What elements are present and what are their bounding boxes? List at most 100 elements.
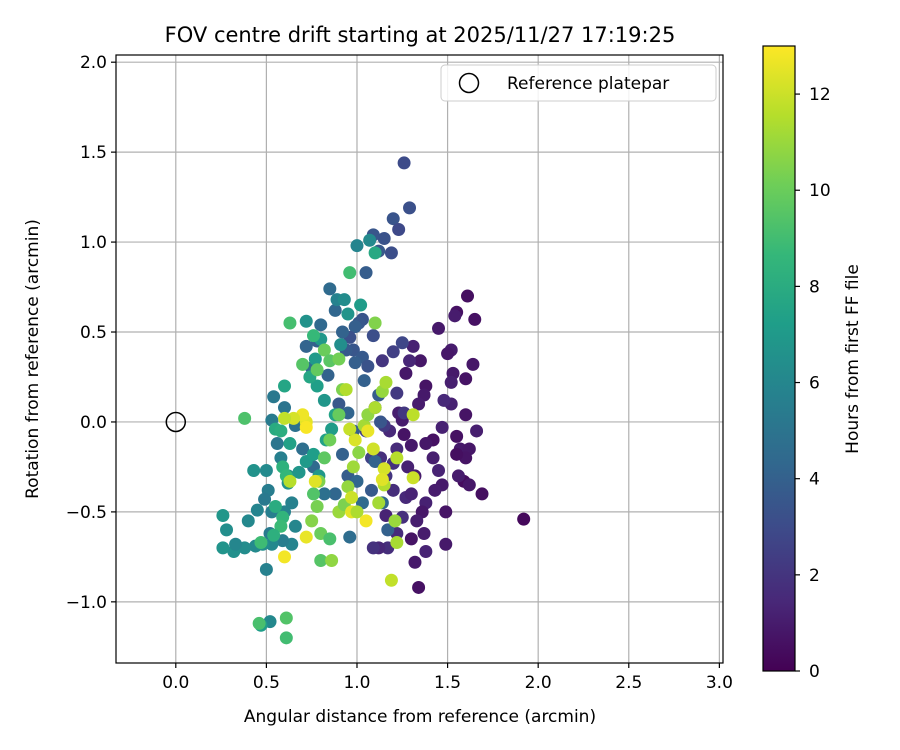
data-point (332, 408, 346, 422)
colorbar-tick-label: 10 (809, 181, 831, 201)
data-point (310, 500, 324, 514)
data-point (368, 316, 382, 330)
data-point (350, 239, 364, 253)
data-point (274, 519, 288, 533)
data-point (278, 411, 292, 425)
data-point (450, 447, 464, 461)
data-point (343, 266, 357, 280)
data-point (317, 343, 331, 357)
data-point (462, 478, 476, 492)
data-point (399, 366, 413, 380)
y-tick-label: −1.0 (66, 593, 107, 613)
data-point (377, 231, 391, 245)
colorbar-tick-label: 6 (809, 374, 820, 394)
y-axis: −1.0 −0.5 0.0 0.5 1.0 1.5 2.0 (66, 53, 116, 613)
data-point (386, 212, 400, 226)
colorbar: 0 2 4 6 8 10 12 Hours from first FF file (762, 45, 863, 682)
data-point (359, 514, 373, 528)
data-point (334, 338, 348, 352)
data-point (468, 312, 482, 326)
data-point (296, 357, 310, 371)
colorbar-tick-label: 0 (809, 662, 820, 682)
data-point (386, 345, 400, 359)
data-point (335, 325, 349, 339)
data-point (307, 329, 321, 343)
data-point (410, 514, 424, 528)
data-point (343, 530, 357, 544)
data-point (390, 442, 404, 456)
data-point (390, 451, 404, 465)
y-tick-label: 2.0 (80, 53, 107, 73)
x-tick-label: 1.5 (434, 673, 461, 693)
data-point (345, 491, 359, 505)
data-point (323, 282, 337, 296)
data-point (374, 415, 388, 429)
data-point (448, 309, 462, 323)
data-point (372, 496, 386, 510)
data-point (363, 233, 377, 247)
colorbar-label: Hours from first FF file (843, 264, 863, 454)
data-point (368, 401, 382, 415)
data-point (406, 471, 420, 485)
data-point (517, 512, 531, 526)
data-point (279, 631, 293, 645)
data-point (216, 508, 230, 522)
data-point (229, 537, 243, 551)
x-tick-label: 3.0 (706, 673, 733, 693)
legend: Reference platepar (440, 64, 717, 102)
x-tick-label: 0.0 (162, 673, 189, 693)
data-point (404, 487, 418, 501)
data-point (317, 393, 331, 407)
data-point (419, 437, 433, 451)
data-point (444, 375, 458, 389)
data-point (412, 397, 426, 411)
data-point (307, 487, 321, 501)
data-point (435, 420, 449, 434)
data-point (216, 541, 230, 555)
data-point (299, 314, 313, 328)
data-point (392, 222, 406, 236)
y-tick-label: 0.5 (80, 323, 107, 343)
data-point (250, 503, 264, 517)
data-point (321, 368, 335, 382)
x-tick-label: 2.5 (615, 673, 642, 693)
data-point (348, 320, 362, 334)
data-point (307, 447, 321, 461)
data-point (406, 339, 420, 353)
data-point (254, 535, 268, 549)
data-point (388, 514, 402, 528)
data-point (274, 424, 288, 438)
data-point (259, 562, 273, 576)
data-point (439, 505, 453, 519)
data-point (278, 401, 292, 415)
data-point (368, 455, 382, 469)
colorbar-gradient (763, 46, 795, 671)
data-point (288, 519, 302, 533)
data-point (384, 573, 398, 587)
data-point (247, 464, 261, 478)
data-point (287, 411, 301, 425)
x-tick-label: 0.5 (253, 673, 280, 693)
data-point (354, 298, 368, 312)
reference-point-marker (165, 411, 187, 433)
data-point (406, 408, 420, 422)
data-point (325, 553, 339, 567)
data-point (368, 246, 382, 260)
data-point (267, 390, 281, 404)
data-point (259, 464, 273, 478)
data-point (278, 550, 292, 564)
data-point (310, 379, 324, 393)
plot-frame (115, 54, 724, 664)
data-point (417, 526, 431, 540)
data-point (317, 451, 331, 465)
data-point (296, 442, 310, 456)
data-point (325, 422, 339, 436)
data-point (395, 336, 409, 350)
data-point (270, 437, 284, 451)
data-point (390, 535, 404, 549)
data-point (350, 505, 364, 519)
data-point (308, 352, 322, 366)
data-point (466, 357, 480, 371)
data-point (314, 553, 328, 567)
